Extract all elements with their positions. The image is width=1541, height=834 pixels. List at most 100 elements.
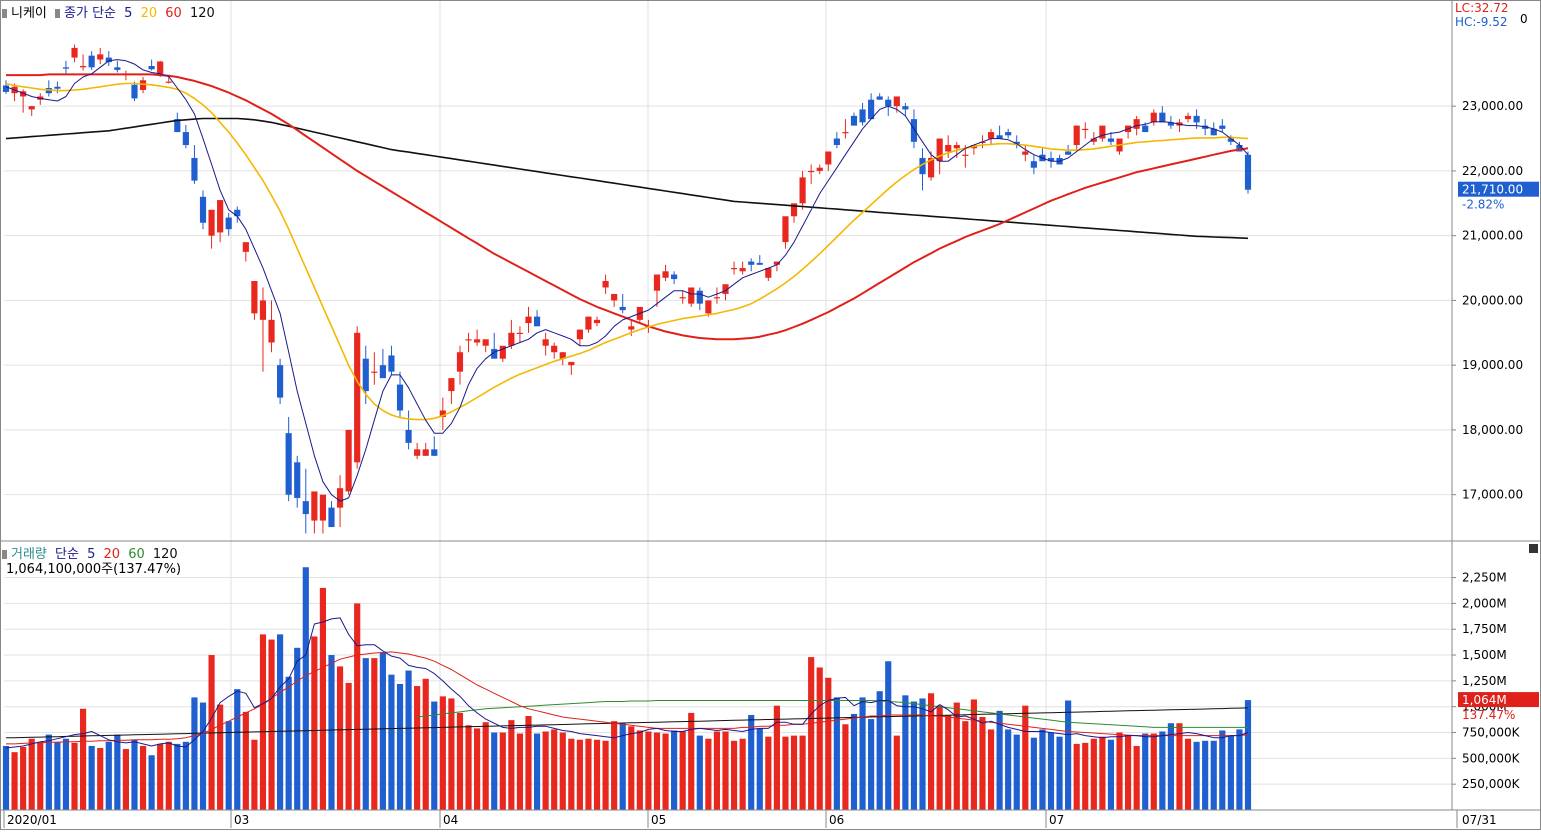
volume-legend[interactable]: 거래량 단순 5 20 60 120 bbox=[2, 543, 182, 562]
candle-body bbox=[525, 316, 532, 324]
candle-body bbox=[996, 135, 1003, 139]
volume-bar bbox=[1039, 729, 1046, 810]
price-ma120-line bbox=[5, 117, 1249, 240]
candle-body bbox=[1005, 132, 1012, 136]
x-tick-label: 07/31 bbox=[1462, 813, 1497, 827]
candle-body bbox=[576, 329, 583, 340]
price-ma20-line bbox=[5, 82, 1249, 421]
volume-bar bbox=[576, 739, 583, 810]
candle-body bbox=[1090, 138, 1097, 142]
candle-body bbox=[619, 306, 626, 311]
volume-bar bbox=[1099, 736, 1106, 810]
volume-bar bbox=[525, 715, 532, 810]
candle-body bbox=[379, 365, 386, 379]
volume-bar bbox=[1227, 735, 1234, 810]
volume-legend-label: 단순 bbox=[55, 547, 79, 562]
panel-toggle-icon[interactable] bbox=[1529, 544, 1538, 553]
volume-bar bbox=[653, 732, 661, 810]
volume-bar bbox=[499, 732, 506, 810]
candle-body bbox=[20, 91, 27, 97]
candle-body bbox=[927, 157, 935, 178]
candle-body bbox=[748, 261, 755, 265]
volume-bar bbox=[285, 676, 292, 810]
volume-bar bbox=[294, 647, 301, 810]
volume-bar bbox=[448, 698, 455, 810]
candle-body bbox=[739, 268, 746, 272]
candle-body bbox=[71, 47, 78, 58]
volume-bar bbox=[362, 658, 369, 810]
volume-bar bbox=[533, 733, 541, 810]
volume-ma20-line bbox=[6, 651, 1249, 745]
volume-bar bbox=[191, 697, 198, 810]
candle-body bbox=[1219, 125, 1226, 129]
candle-body bbox=[439, 410, 446, 417]
candle-body bbox=[850, 115, 858, 126]
volume-bar bbox=[671, 730, 678, 810]
volume-bar bbox=[739, 738, 746, 810]
candle-body bbox=[533, 316, 541, 327]
volume-bar bbox=[748, 714, 755, 810]
candle-body bbox=[696, 290, 703, 304]
candle-body bbox=[1159, 112, 1166, 123]
candle-body bbox=[979, 141, 986, 143]
candle-body bbox=[516, 332, 524, 334]
volume-bar bbox=[474, 728, 481, 810]
volume-tick-label: 750,000K bbox=[1462, 726, 1521, 740]
volume-bar bbox=[808, 657, 815, 810]
volume-bar bbox=[902, 695, 909, 810]
volume-bar bbox=[62, 738, 70, 810]
volume-bar bbox=[1013, 734, 1020, 810]
volume-bar bbox=[354, 603, 361, 810]
candle-body bbox=[1227, 138, 1234, 142]
candle-body bbox=[713, 297, 721, 299]
candle-body bbox=[277, 365, 284, 398]
volume-bar bbox=[1022, 705, 1029, 810]
x-tick-label: 07 bbox=[1049, 813, 1064, 827]
candle-body bbox=[474, 339, 481, 343]
candle-body bbox=[362, 358, 369, 392]
hc-readout: HC:-9.52 bbox=[1455, 15, 1508, 29]
candle-body bbox=[105, 57, 112, 63]
volume-tick-label: 2,250M bbox=[1462, 571, 1507, 585]
candle-body bbox=[199, 196, 207, 223]
price-tick-label: 17,000.00 bbox=[1462, 488, 1523, 502]
volume-bar bbox=[568, 738, 575, 810]
volume-bar bbox=[1047, 732, 1055, 810]
volume-bar bbox=[722, 731, 729, 810]
volume-bar bbox=[165, 741, 172, 810]
volume-bar bbox=[311, 636, 318, 810]
volume-bar bbox=[508, 720, 515, 810]
volume-legend-ma60: 60 bbox=[128, 547, 145, 562]
volume-bar bbox=[114, 734, 121, 810]
candle-body bbox=[671, 274, 678, 280]
candle-body bbox=[302, 501, 309, 515]
price-tick-label: 19,000.00 bbox=[1462, 358, 1523, 372]
candle-body bbox=[1236, 145, 1243, 152]
candle-body bbox=[1142, 125, 1149, 133]
candle-body bbox=[825, 151, 832, 165]
volume-bar bbox=[833, 697, 840, 810]
candle-body bbox=[885, 99, 892, 107]
volume-bar bbox=[696, 735, 703, 810]
volume-ma60-line bbox=[417, 700, 1248, 728]
volume-bar bbox=[20, 746, 27, 810]
volume-legend-ma20: 20 bbox=[103, 547, 121, 562]
candle-body bbox=[593, 319, 601, 324]
volume-bar bbox=[885, 661, 892, 810]
candle-body bbox=[987, 132, 995, 139]
candle-body bbox=[234, 209, 241, 217]
candle-body bbox=[268, 319, 275, 343]
volume-bar bbox=[345, 682, 352, 810]
volume-bar bbox=[88, 745, 95, 810]
volume-bar bbox=[970, 699, 977, 810]
candle-body bbox=[345, 429, 352, 492]
volume-bar bbox=[1167, 723, 1174, 810]
volume-bar bbox=[1159, 731, 1166, 810]
volume-bar bbox=[277, 634, 284, 810]
price-legend[interactable]: 니케이 종가 단순 5 20 60 120 bbox=[2, 2, 219, 21]
volume-bar bbox=[1005, 729, 1012, 810]
volume-bar bbox=[71, 742, 78, 810]
price-legend-name: 니케이 bbox=[11, 6, 47, 21]
